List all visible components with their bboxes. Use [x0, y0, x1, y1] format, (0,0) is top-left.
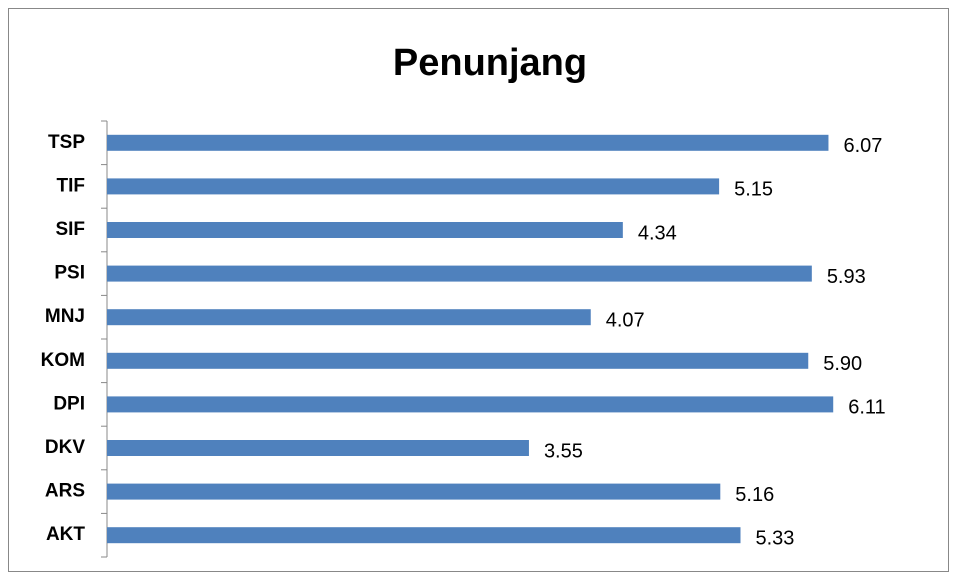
y-tick-label: DKV [45, 437, 85, 458]
y-tick-label: DPI [53, 393, 85, 414]
data-label: 6.07 [843, 135, 882, 157]
chart-frame [8, 8, 949, 572]
data-label: 4.34 [638, 222, 677, 244]
y-tick-label: KOM [41, 350, 85, 371]
data-label: 5.15 [734, 179, 773, 201]
bar [107, 396, 834, 413]
data-label: 4.07 [606, 309, 645, 331]
data-label: 5.93 [827, 266, 866, 288]
data-label: 6.11 [848, 397, 885, 419]
y-tick-label: TSP [48, 132, 85, 153]
data-label: 5.90 [823, 353, 862, 375]
bar [107, 178, 720, 195]
bar [107, 483, 721, 500]
y-tick-label: TIF [57, 175, 86, 196]
data-label: 5.16 [735, 484, 774, 506]
bar [107, 134, 829, 151]
data-label: 3.55 [544, 440, 583, 462]
bar [107, 440, 529, 456]
bar [107, 222, 623, 238]
bar [107, 527, 741, 544]
y-tick-label: AKT [46, 524, 85, 545]
y-tick-label: ARS [45, 481, 85, 502]
y-tick-label: PSI [54, 263, 85, 284]
bar [107, 309, 591, 326]
y-tick-label: SIF [55, 219, 85, 240]
bar [107, 352, 809, 369]
bar [107, 265, 812, 282]
data-label: 5.33 [756, 527, 795, 549]
chart-title: Penunjang [393, 42, 587, 84]
y-tick-label: MNJ [45, 306, 85, 327]
